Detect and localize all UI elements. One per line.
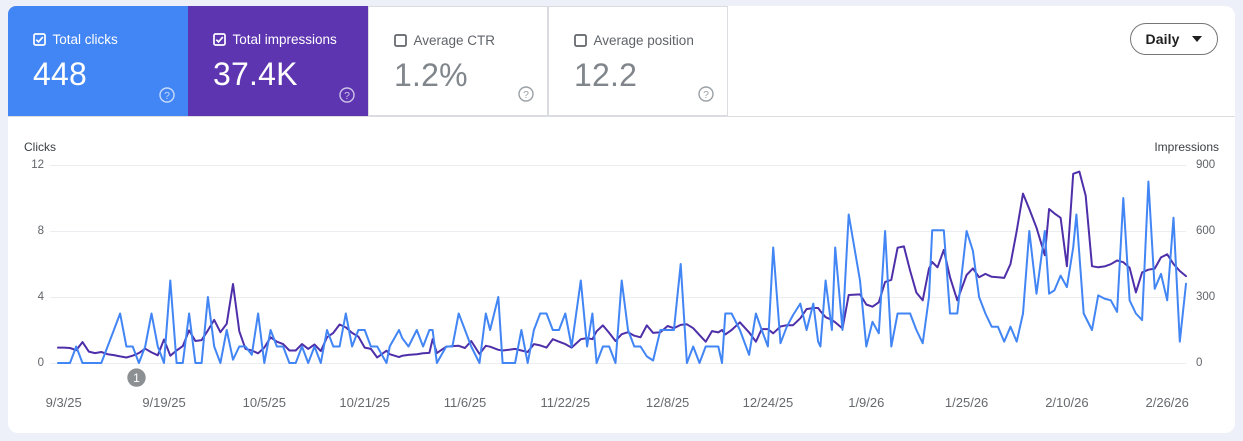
- svg-text:?: ?: [344, 89, 350, 101]
- svg-text:4: 4: [38, 291, 45, 303]
- svg-text:?: ?: [703, 88, 709, 100]
- svg-text:0: 0: [1196, 357, 1202, 369]
- svg-text:2/26/26: 2/26/26: [1146, 395, 1189, 410]
- svg-text:1: 1: [133, 371, 140, 385]
- svg-text:900: 900: [1196, 159, 1215, 171]
- svg-text:300: 300: [1196, 291, 1215, 303]
- svg-text:1/9/26: 1/9/26: [848, 395, 884, 410]
- svg-text:0: 0: [38, 357, 44, 369]
- svg-text:11/6/25: 11/6/25: [444, 395, 486, 410]
- svg-text:11/22/25: 11/22/25: [540, 395, 590, 410]
- svg-text:600: 600: [1196, 225, 1215, 237]
- svg-text:12: 12: [31, 159, 44, 171]
- svg-text:9/3/25: 9/3/25: [46, 395, 82, 410]
- svg-text:8: 8: [38, 225, 44, 237]
- svg-text:2/10/26: 2/10/26: [1045, 395, 1088, 410]
- svg-text:10/21/25: 10/21/25: [339, 395, 390, 410]
- svg-text:12/8/25: 12/8/25: [646, 395, 689, 410]
- svg-text:1/25/26: 1/25/26: [945, 395, 988, 410]
- svg-text:12/24/25: 12/24/25: [743, 395, 794, 410]
- svg-text:?: ?: [164, 89, 170, 101]
- svg-text:?: ?: [523, 88, 529, 100]
- svg-text:Impressions: Impressions: [1154, 140, 1219, 154]
- svg-text:9/19/25: 9/19/25: [142, 395, 185, 410]
- svg-text:Clicks: Clicks: [24, 140, 56, 154]
- svg-text:10/5/25: 10/5/25: [243, 395, 286, 410]
